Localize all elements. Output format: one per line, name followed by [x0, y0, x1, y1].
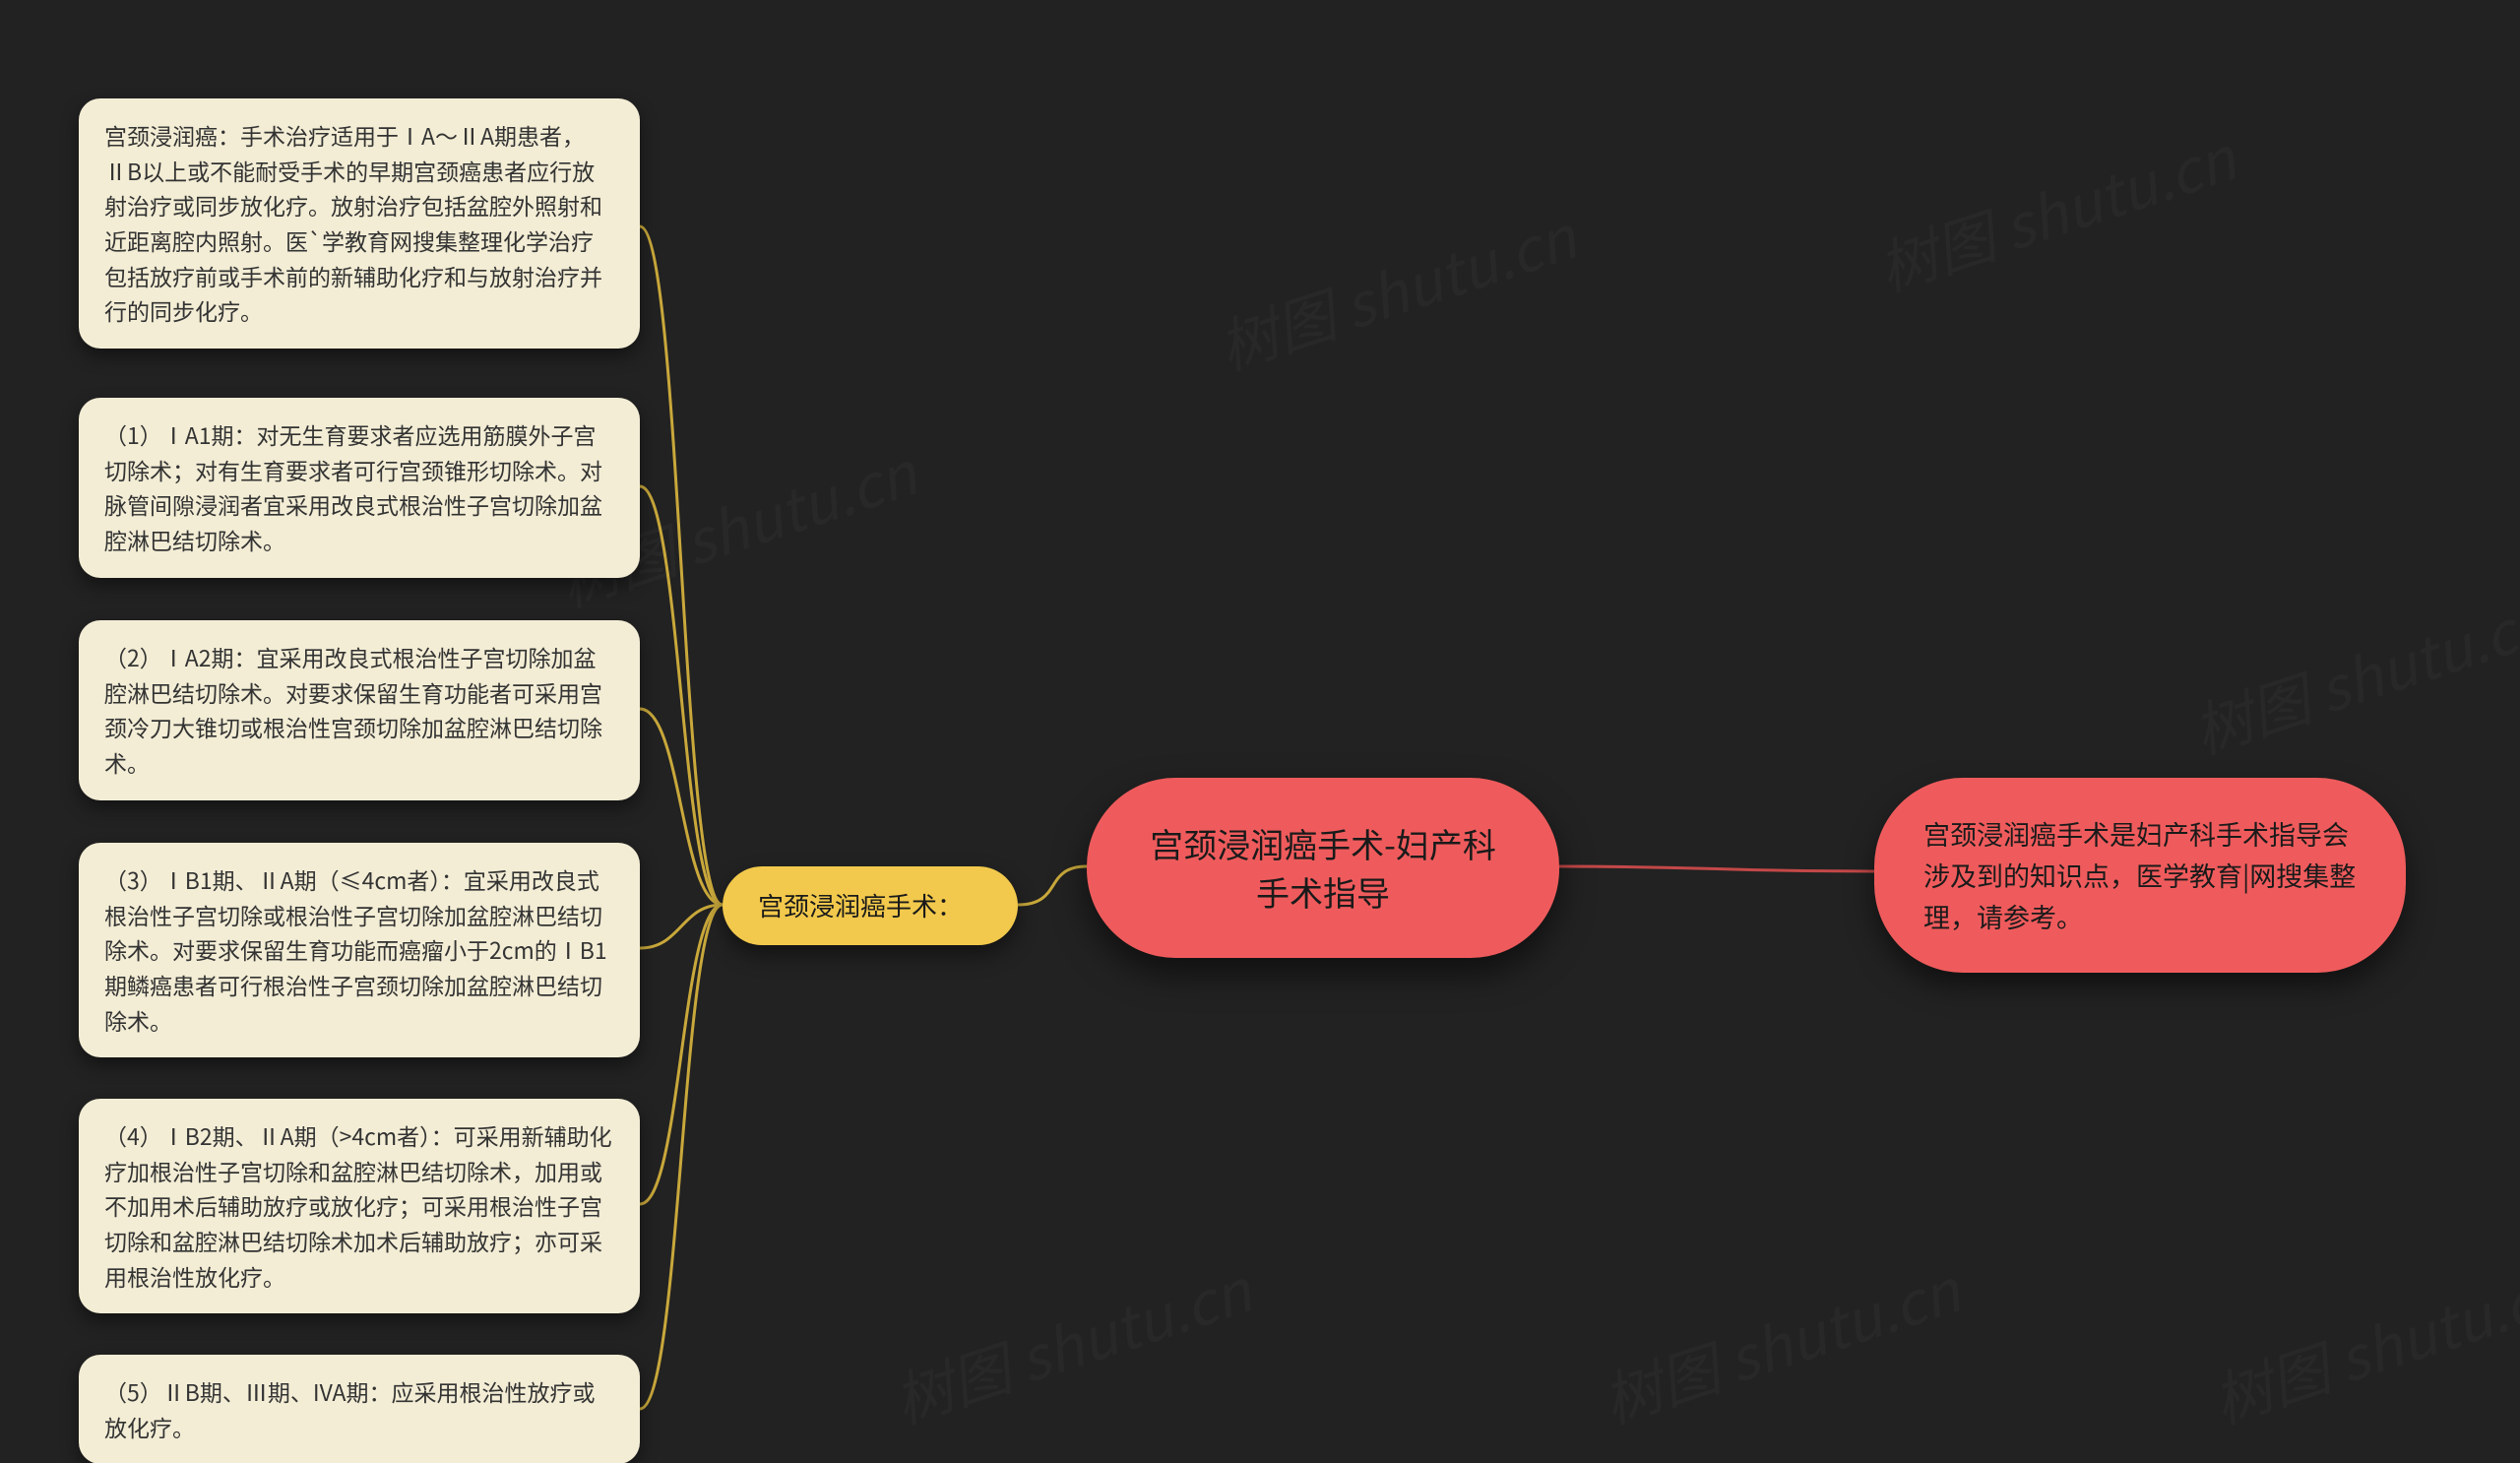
edge-leftparent-to-leaf-0 — [640, 226, 723, 905]
left-parent-node[interactable]: 宫颈浸润癌手术： — [723, 866, 1018, 945]
watermark: 树图 shutu.cn — [2181, 575, 2520, 771]
watermark: 树图 shutu.cn — [1207, 191, 1586, 387]
edge-leftparent-to-leaf-3 — [640, 905, 723, 948]
edge-leftparent-to-leaf-4 — [640, 905, 723, 1204]
edge-leftparent-to-leaf-5 — [640, 905, 723, 1409]
leaf-node-3[interactable]: （3）ⅠB1期、ⅡA期（≤4cm者）：宜采用改良式根治性子宫切除或根治性子宫切除… — [79, 843, 640, 1057]
central-node[interactable]: 宫颈浸润癌手术-妇产科手术指导 — [1087, 778, 1559, 958]
watermark: 树图 shutu.cn — [1591, 1244, 1970, 1440]
edge-leftparent-to-leaf-2 — [640, 709, 723, 905]
watermark: 树图 shutu.cn — [2201, 1244, 2520, 1440]
leaf-node-1[interactable]: （1）ⅠA1期：对无生育要求者应选用筋膜外子宫切除术；对有生育要求者可行宫颈锥形… — [79, 398, 640, 578]
leaf-node-0[interactable]: 宫颈浸润癌：手术治疗适用于ⅠA～ⅡA期患者，ⅡB以上或不能耐受手术的早期宫颈癌患… — [79, 98, 640, 349]
edge-central-to-leftparent — [1018, 866, 1087, 905]
edge-central-to-right — [1559, 866, 1874, 871]
edge-leftparent-to-leaf-1 — [640, 486, 723, 905]
mindmap-stage: 树图 shutu.cn 树图 shutu.cn 树图 shutu.cn 树图 s… — [0, 0, 2520, 1463]
leaf-node-4[interactable]: （4）ⅠB2期、ⅡA期（>4cm者）：可采用新辅助化疗加根治性子宫切除和盆腔淋巴… — [79, 1099, 640, 1313]
leaf-node-2[interactable]: （2）ⅠA2期：宜采用改良式根治性子宫切除加盆腔淋巴结切除术。对要求保留生育功能… — [79, 620, 640, 800]
watermark: 树图 shutu.cn — [1866, 112, 2245, 308]
watermark: 树图 shutu.cn — [882, 1244, 1261, 1440]
right-node[interactable]: 宫颈浸润癌手术是妇产科手术指导会涉及到的知识点，医学教育|网搜集整理，请参考。 — [1874, 778, 2406, 973]
leaf-node-5[interactable]: （5）ⅡB期、Ⅲ期、IVA期：应采用根治性放疗或放化疗。 — [79, 1355, 640, 1463]
